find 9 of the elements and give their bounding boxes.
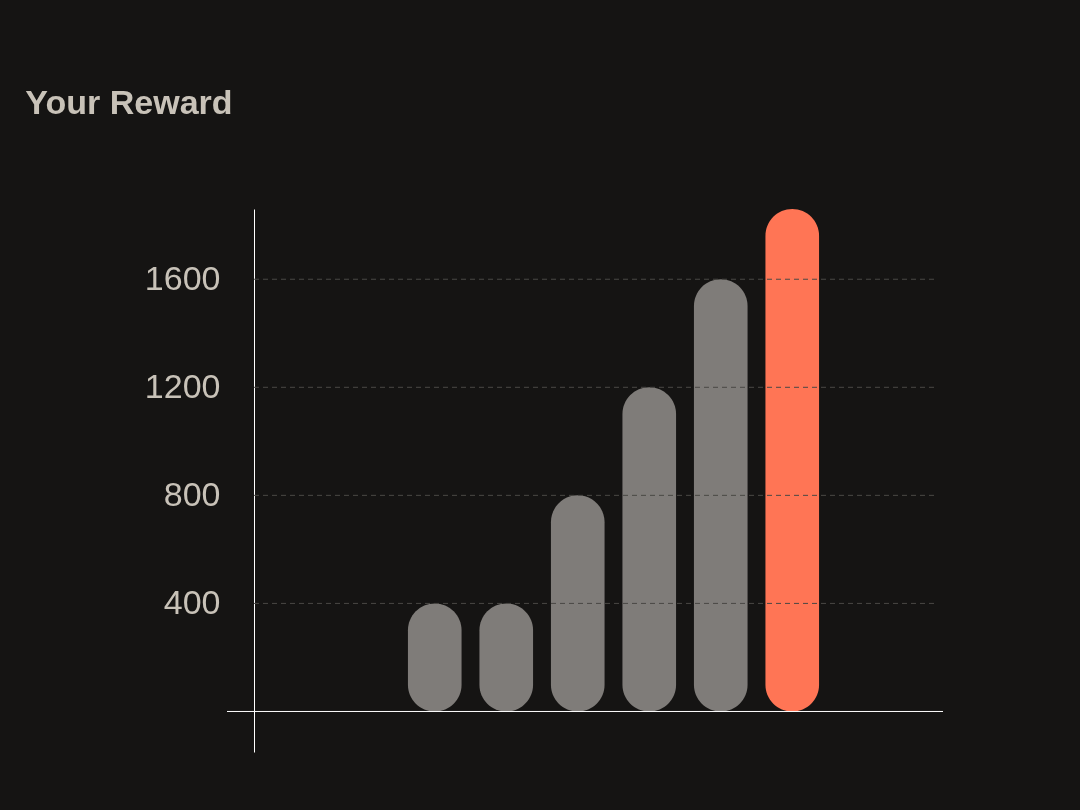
bar <box>622 387 677 712</box>
bar <box>550 495 605 712</box>
bar <box>693 279 748 712</box>
y-tick-label: 800 <box>163 474 221 513</box>
chart-title: Your Reward <box>25 83 233 121</box>
y-tick-label: 1600 <box>144 258 221 297</box>
bar <box>765 209 820 712</box>
y-tick-label: 400 <box>163 582 221 621</box>
y-tick-label: 1200 <box>144 366 221 405</box>
